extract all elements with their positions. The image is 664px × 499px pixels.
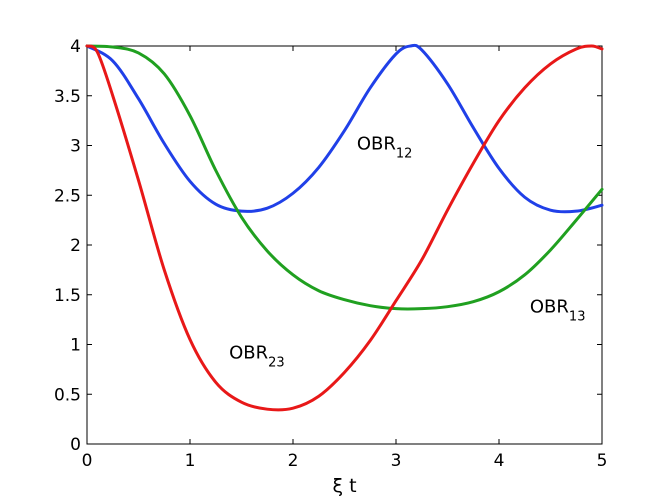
y-tick-label: 2 bbox=[70, 236, 81, 256]
x-tick-label: 4 bbox=[494, 451, 505, 471]
series-label-obr23: OBR23 bbox=[229, 342, 285, 370]
y-tick-label: 3 bbox=[70, 137, 81, 157]
series-line-obr13 bbox=[85, 44, 604, 311]
y-tick-label: 0.5 bbox=[54, 385, 81, 405]
y-tick-label: 0 bbox=[70, 435, 81, 455]
series-annotations: OBR12 OBR13 OBR23 bbox=[229, 133, 585, 370]
y-tick-label: 2.5 bbox=[54, 186, 81, 206]
y-tick-label: 3.5 bbox=[54, 87, 81, 107]
x-tick-label: 2 bbox=[288, 451, 299, 471]
series-lines bbox=[85, 43, 604, 412]
x-tick-label: 1 bbox=[185, 451, 196, 471]
y-tick-label: 1.5 bbox=[54, 286, 81, 306]
series-label-obr12: OBR12 bbox=[357, 133, 413, 161]
y-tick-label: 1 bbox=[70, 336, 81, 356]
axis-ticks: 0 1 2 3 4 5 0 0.5 1 1.5 2 2.5 3 3.5 4 bbox=[54, 37, 607, 471]
series-label-obr13: OBR13 bbox=[530, 297, 586, 325]
x-tick-label: 3 bbox=[391, 451, 402, 471]
x-axis-label: ξ t bbox=[332, 475, 356, 497]
y-tick-label: 4 bbox=[70, 37, 81, 57]
series-line-obr23 bbox=[85, 44, 604, 412]
x-tick-label: 5 bbox=[597, 451, 608, 471]
series-line-obr12 bbox=[85, 43, 604, 214]
x-tick-label: 0 bbox=[82, 451, 93, 471]
